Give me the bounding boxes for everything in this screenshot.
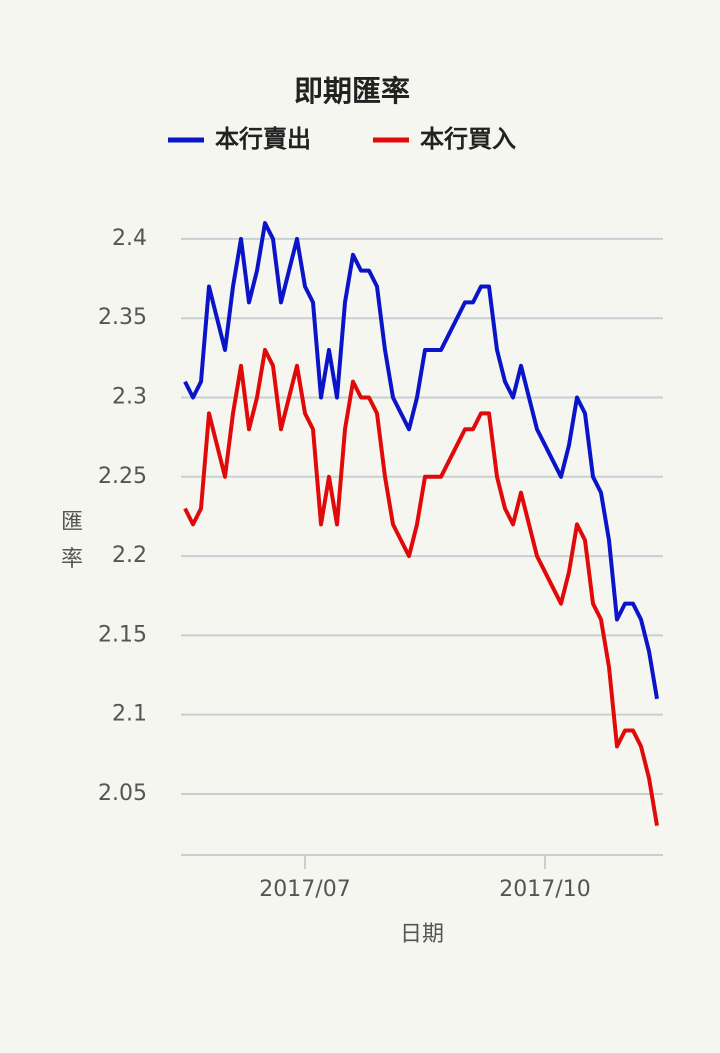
legend-label: 本行賣出: [215, 125, 311, 153]
x-tick-label: 2017/07: [259, 877, 350, 902]
y-axis-label: 匯: [61, 510, 83, 535]
legend-label: 本行買入: [420, 125, 516, 153]
y-axis-label: 率: [61, 547, 83, 572]
y-tick-label: 2.35: [98, 305, 147, 330]
y-tick-label: 2.1: [112, 702, 147, 727]
y-tick-label: 2.15: [98, 622, 147, 647]
y-tick-label: 2.2: [112, 543, 147, 568]
y-tick-label: 2.4: [112, 226, 147, 251]
y-tick-label: 2.3: [112, 385, 147, 410]
chart-title: 即期匯率: [294, 74, 410, 108]
x-axis-label: 日期: [400, 922, 444, 947]
y-tick-label: 2.25: [98, 464, 147, 489]
series-line: [183, 347, 659, 826]
series-line: [183, 221, 659, 700]
x-tick-label: 2017/10: [499, 877, 590, 902]
y-tick-label: 2.05: [98, 781, 147, 806]
